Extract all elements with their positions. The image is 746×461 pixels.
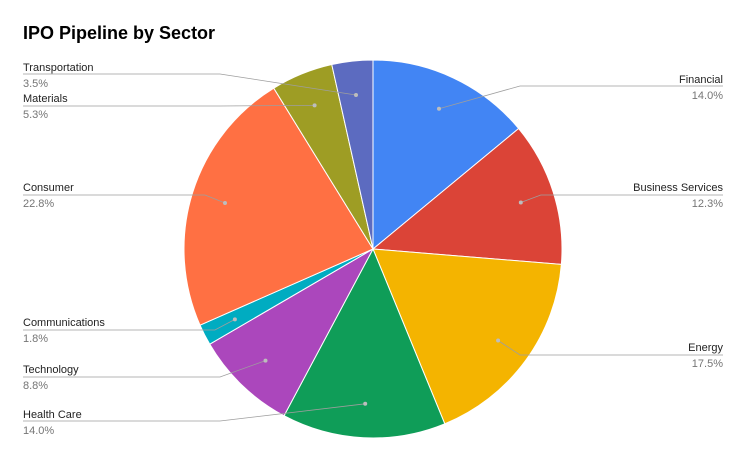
slice-label-consumer: Consumer	[23, 182, 74, 194]
leader-dot-energy	[496, 338, 501, 343]
slice-percent-financial: 14.0%	[692, 90, 723, 102]
slice-percent-materials: 5.3%	[23, 109, 48, 121]
leader-dot-health-care	[363, 401, 368, 406]
slice-label-communications: Communications	[23, 317, 105, 329]
leader-dot-consumer	[223, 201, 227, 205]
leader-dot-materials	[312, 103, 317, 108]
leader-line-financial	[438, 85, 723, 110]
leader-dot-business-services	[518, 200, 523, 205]
slice-business-services[interactable]	[371, 127, 563, 265]
leader-line-consumer	[23, 194, 226, 204]
slice-percent-technology: 8.8%	[23, 380, 48, 392]
leader-line-communications	[23, 319, 236, 331]
slice-financial[interactable]	[372, 59, 520, 251]
slice-label-health-care: Health Care	[23, 409, 82, 421]
slice-label-technology: Technology	[23, 364, 79, 376]
leader-line-health-care	[23, 403, 366, 422]
slice-transportation[interactable]	[331, 59, 374, 250]
leader-line-transportation	[23, 73, 357, 96]
leader-dot-financial	[437, 106, 441, 111]
slice-percent-energy: 17.5%	[692, 358, 723, 370]
slice-energy[interactable]	[372, 248, 562, 425]
leader-line-technology	[23, 360, 266, 378]
leader-line-materials	[23, 105, 315, 107]
leader-dot-communications	[232, 317, 237, 322]
leader-dot-technology	[263, 358, 268, 363]
labels-layer: Financial 14.0% Business Services 12.3% Ener…	[23, 62, 723, 437]
slice-label-business-services: Business Services	[633, 182, 723, 194]
slice-percent-consumer: 22.8%	[23, 198, 54, 210]
slice-label-energy: Energy	[688, 342, 723, 354]
slice-percent-transportation: 3.5%	[23, 78, 48, 90]
slice-percent-business-services: 12.3%	[692, 198, 723, 210]
leader-line-business-services	[520, 194, 723, 203]
leader-line-energy	[497, 340, 723, 356]
slice-label-materials: Materials	[23, 93, 68, 105]
slice-label-transportation: Transportation	[23, 62, 94, 74]
slice-label-financial: Financial	[679, 74, 723, 86]
slice-percent-communications: 1.8%	[23, 333, 48, 345]
leader-dot-transportation	[354, 93, 358, 97]
slice-health-care[interactable]	[283, 247, 446, 439]
slices-layer	[183, 59, 563, 439]
slice-percent-health-care: 14.0%	[23, 425, 54, 437]
chart-title: IPO Pipeline by Sector	[23, 23, 216, 43]
